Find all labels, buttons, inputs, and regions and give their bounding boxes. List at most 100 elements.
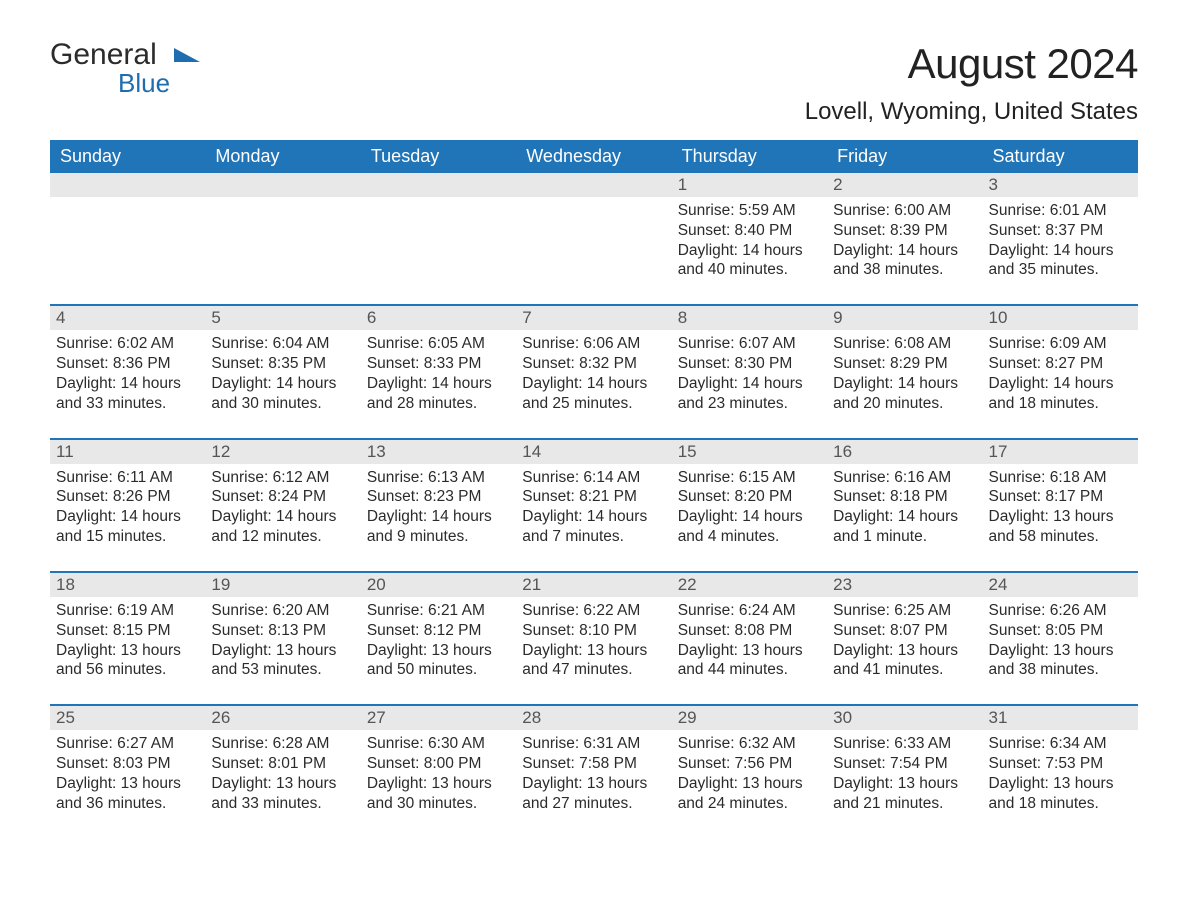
sunrise-text: Sunrise: 6:11 AM: [56, 468, 199, 488]
day-number: 15: [672, 440, 827, 464]
sunrise-text: Sunrise: 6:07 AM: [678, 334, 821, 354]
sunrise-text: Sunrise: 6:27 AM: [56, 734, 199, 754]
logo: General Blue: [50, 40, 200, 99]
sunrise-text: Sunrise: 6:24 AM: [678, 601, 821, 621]
sunset-text: Sunset: 8:40 PM: [678, 221, 821, 241]
sunrise-text: Sunrise: 6:08 AM: [833, 334, 976, 354]
daylight-text: Daylight: 14 hours and 23 minutes.: [678, 374, 821, 414]
sunset-text: Sunset: 7:58 PM: [522, 754, 665, 774]
day-number: 2: [827, 173, 982, 197]
day-info: Sunrise: 6:33 AMSunset: 7:54 PMDaylight:…: [831, 734, 978, 813]
calendar-day: 14Sunrise: 6:14 AMSunset: 8:21 PMDayligh…: [516, 440, 671, 555]
day-of-week-header: Sunday Monday Tuesday Wednesday Thursday…: [50, 140, 1138, 173]
sunrise-text: Sunrise: 6:01 AM: [989, 201, 1132, 221]
day-number: 30: [827, 706, 982, 730]
day-number: [205, 173, 360, 197]
location-label: Lovell, Wyoming, United States: [805, 98, 1138, 126]
dow-sunday: Sunday: [50, 140, 205, 173]
daylight-text: Daylight: 14 hours and 9 minutes.: [367, 507, 510, 547]
day-number: 20: [361, 573, 516, 597]
sunrise-text: Sunrise: 6:30 AM: [367, 734, 510, 754]
sunrise-text: Sunrise: 6:16 AM: [833, 468, 976, 488]
day-info: Sunrise: 6:14 AMSunset: 8:21 PMDaylight:…: [520, 468, 667, 547]
day-info: Sunrise: 5:59 AMSunset: 8:40 PMDaylight:…: [676, 201, 823, 280]
daylight-text: Daylight: 13 hours and 18 minutes.: [989, 774, 1132, 814]
logo-text-2: Blue: [118, 68, 170, 99]
day-number: [361, 173, 516, 197]
calendar-day: 22Sunrise: 6:24 AMSunset: 8:08 PMDayligh…: [672, 573, 827, 688]
sunrise-text: Sunrise: 6:15 AM: [678, 468, 821, 488]
day-number: 10: [983, 306, 1138, 330]
day-info: Sunrise: 6:01 AMSunset: 8:37 PMDaylight:…: [987, 201, 1134, 280]
sunset-text: Sunset: 7:53 PM: [989, 754, 1132, 774]
daylight-text: Daylight: 13 hours and 44 minutes.: [678, 641, 821, 681]
sunrise-text: Sunrise: 6:31 AM: [522, 734, 665, 754]
day-number: 13: [361, 440, 516, 464]
calendar-day: 1Sunrise: 5:59 AMSunset: 8:40 PMDaylight…: [672, 173, 827, 288]
sunset-text: Sunset: 8:12 PM: [367, 621, 510, 641]
day-number: 25: [50, 706, 205, 730]
daylight-text: Daylight: 13 hours and 47 minutes.: [522, 641, 665, 681]
sunset-text: Sunset: 8:20 PM: [678, 487, 821, 507]
sunset-text: Sunset: 8:30 PM: [678, 354, 821, 374]
sunset-text: Sunset: 8:23 PM: [367, 487, 510, 507]
sunrise-text: Sunrise: 6:26 AM: [989, 601, 1132, 621]
sunset-text: Sunset: 8:33 PM: [367, 354, 510, 374]
day-info: Sunrise: 6:28 AMSunset: 8:01 PMDaylight:…: [209, 734, 356, 813]
daylight-text: Daylight: 13 hours and 38 minutes.: [989, 641, 1132, 681]
calendar-week: 11Sunrise: 6:11 AMSunset: 8:26 PMDayligh…: [50, 438, 1138, 555]
sunrise-text: Sunrise: 6:28 AM: [211, 734, 354, 754]
day-number: 5: [205, 306, 360, 330]
daylight-text: Daylight: 14 hours and 4 minutes.: [678, 507, 821, 547]
calendar-day: 7Sunrise: 6:06 AMSunset: 8:32 PMDaylight…: [516, 306, 671, 421]
dow-friday: Friday: [827, 140, 982, 173]
sunset-text: Sunset: 8:18 PM: [833, 487, 976, 507]
day-info: Sunrise: 6:24 AMSunset: 8:08 PMDaylight:…: [676, 601, 823, 680]
day-number: 19: [205, 573, 360, 597]
calendar-day: 29Sunrise: 6:32 AMSunset: 7:56 PMDayligh…: [672, 706, 827, 821]
sunrise-text: Sunrise: 6:22 AM: [522, 601, 665, 621]
calendar-day: 28Sunrise: 6:31 AMSunset: 7:58 PMDayligh…: [516, 706, 671, 821]
day-info: Sunrise: 6:08 AMSunset: 8:29 PMDaylight:…: [831, 334, 978, 413]
day-number: 17: [983, 440, 1138, 464]
sunrise-text: Sunrise: 6:04 AM: [211, 334, 354, 354]
day-info: Sunrise: 6:09 AMSunset: 8:27 PMDaylight:…: [987, 334, 1134, 413]
calendar-day: 20 Sunrise: 6:21 AMSunset: 8:12 PMDayligh…: [361, 573, 516, 688]
daylight-text: Daylight: 14 hours and 40 minutes.: [678, 241, 821, 281]
daylight-text: Daylight: 13 hours and 41 minutes.: [833, 641, 976, 681]
sunset-text: Sunset: 8:39 PM: [833, 221, 976, 241]
calendar-day: 16Sunrise: 6:16 AMSunset: 8:18 PMDayligh…: [827, 440, 982, 555]
sunrise-text: Sunrise: 6:18 AM: [989, 468, 1132, 488]
day-info: Sunrise: 6:31 AMSunset: 7:58 PMDaylight:…: [520, 734, 667, 813]
day-info: Sunrise: 6:21 AMSunset: 8:12 PMDaylight:…: [365, 601, 512, 680]
dow-tuesday: Tuesday: [361, 140, 516, 173]
sunset-text: Sunset: 8:37 PM: [989, 221, 1132, 241]
calendar-day: 11Sunrise: 6:11 AMSunset: 8:26 PMDayligh…: [50, 440, 205, 555]
calendar-day: 18Sunrise: 6:19 AMSunset: 8:15 PMDayligh…: [50, 573, 205, 688]
sunrise-text: Sunrise: 6:05 AM: [367, 334, 510, 354]
sunset-text: Sunset: 7:54 PM: [833, 754, 976, 774]
sunrise-text: Sunrise: 6:20 AM: [211, 601, 354, 621]
day-info: Sunrise: 6:11 AMSunset: 8:26 PMDaylight:…: [54, 468, 201, 547]
sunset-text: Sunset: 8:27 PM: [989, 354, 1132, 374]
daylight-text: Daylight: 14 hours and 30 minutes.: [211, 374, 354, 414]
sunset-text: Sunset: 8:17 PM: [989, 487, 1132, 507]
dow-wednesday: Wednesday: [516, 140, 671, 173]
sunrise-text: Sunrise: 6:33 AM: [833, 734, 976, 754]
calendar-day: [205, 173, 360, 288]
sunrise-text: Sunrise: 6:12 AM: [211, 468, 354, 488]
day-number: 26: [205, 706, 360, 730]
month-title: August 2024: [805, 40, 1138, 88]
day-info: Sunrise: 6:12 AMSunset: 8:24 PMDaylight:…: [209, 468, 356, 547]
daylight-text: Daylight: 13 hours and 50 minutes.: [367, 641, 510, 681]
day-number: 3: [983, 173, 1138, 197]
day-number: 4: [50, 306, 205, 330]
calendar-day: 3 Sunrise: 6:01 AMSunset: 8:37 PMDaylight…: [983, 173, 1138, 288]
daylight-text: Daylight: 13 hours and 53 minutes.: [211, 641, 354, 681]
logo-text-1: General: [50, 38, 157, 71]
sunset-text: Sunset: 8:35 PM: [211, 354, 354, 374]
title-block: August 2024 Lovell, Wyoming, United Stat…: [805, 40, 1138, 126]
daylight-text: Daylight: 14 hours and 35 minutes.: [989, 241, 1132, 281]
day-number: 18: [50, 573, 205, 597]
sunset-text: Sunset: 8:00 PM: [367, 754, 510, 774]
